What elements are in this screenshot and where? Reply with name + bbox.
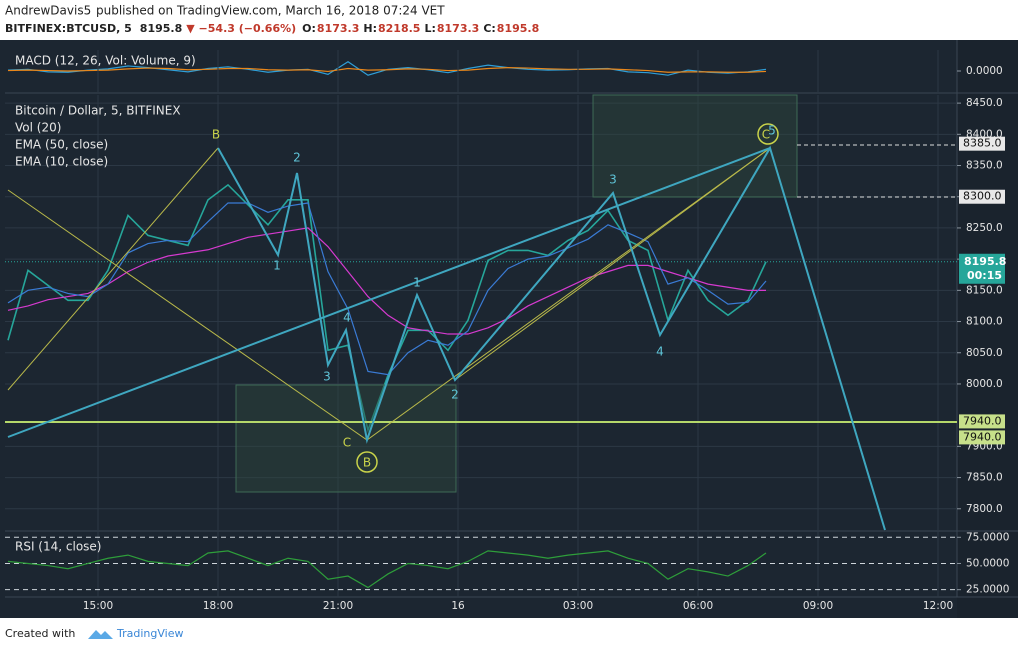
price-label: 8385.0 (963, 137, 1002, 150)
pattern-line (7, 147, 219, 391)
last-price: 8195.8 (964, 255, 1006, 268)
series-line (7, 227, 766, 335)
price-label-box (959, 430, 1005, 445)
price-label: 8300.0 (963, 190, 1002, 203)
wave-label: C (762, 128, 770, 142)
footer-text: Created with (5, 627, 75, 640)
x-tick-label: 16 (451, 600, 465, 612)
y-tick-label: 8150.0 (966, 284, 1003, 296)
price-label-box (959, 189, 1005, 204)
y-tick-label: 8000.0 (966, 378, 1003, 390)
price-label-box (959, 414, 1005, 429)
wave-label: 5 (768, 124, 776, 138)
header-text: H: (363, 22, 377, 35)
y-tick-label: 25.0000 (966, 584, 1009, 596)
x-tick-label: 18:00 (203, 600, 233, 612)
wave-label: 4 (343, 311, 351, 325)
series-line (7, 202, 767, 376)
header-text: 8173.3 (437, 22, 479, 35)
drawings (5, 94, 957, 531)
y-tick-label: 8350.0 (966, 160, 1003, 172)
brand-link[interactable]: TradingView (116, 627, 183, 640)
header-text: C: (483, 22, 495, 35)
price-label: 7940.0 (963, 430, 1002, 443)
indicator-label: Vol (20) (15, 121, 61, 135)
pattern-line (454, 147, 771, 381)
pane-title: RSI (14, close) (15, 540, 101, 554)
price-label: 7940.0 (963, 414, 1002, 427)
header-text: BITFINEX:BTCUSD, 5 (5, 22, 132, 35)
wave-label: 3 (609, 173, 617, 187)
legend-entry: EMA (50, close) (15, 138, 108, 152)
published: published on TradingView.com, March 16, … (96, 4, 445, 18)
countdown: 00:15 (967, 269, 1002, 282)
x-tick-label: 15:00 (83, 600, 113, 612)
zone (235, 384, 457, 493)
header-text: 8218.5 (378, 22, 420, 35)
trend-line (7, 147, 771, 438)
wave-label: B (212, 128, 220, 142)
plot (5, 50, 957, 597)
price-label-box (959, 136, 1005, 151)
pane-title: Bitcoin / Dollar, 5, BITFINEX (15, 104, 181, 118)
circle-marker (757, 123, 779, 145)
wave-label: 1 (413, 276, 421, 290)
zone (592, 94, 798, 198)
header-text: L: (424, 22, 435, 35)
series-line (7, 67, 767, 73)
y-tick-label: 8250.0 (966, 222, 1003, 234)
wave-label: B (363, 456, 371, 470)
series-line (7, 183, 767, 433)
header-text: 8173.3 (317, 22, 359, 35)
wave-label: 2 (451, 388, 459, 402)
header-text: 8195.8 (140, 22, 182, 35)
y-tick-label: 75.0000 (966, 531, 1009, 543)
y-tick-label: 7850.0 (966, 472, 1003, 484)
y-tick-label: 8450.0 (966, 97, 1003, 109)
wave-label: 3 (323, 370, 331, 384)
price-axis-strip (957, 40, 1018, 618)
y-tick-label: 8050.0 (966, 347, 1003, 359)
header-text: ▼ −54.3 (−0.66%) (186, 22, 296, 35)
x-tick-label: 12:00 (923, 600, 953, 612)
y-tick-label: 0.0000 (966, 65, 1003, 77)
legend-entry: EMA (10, close) (15, 155, 108, 169)
x-tick-label: 09:00 (803, 600, 833, 612)
series-line (7, 550, 767, 589)
wave-label: C (343, 436, 351, 450)
x-tick-label: 03:00 (563, 600, 593, 612)
wave-label: 2 (293, 151, 301, 165)
y-tick-label: 50.0000 (966, 557, 1009, 569)
wave-line (217, 145, 886, 531)
last-price-box (959, 253, 1005, 284)
y-tick-label: 8100.0 (966, 316, 1003, 328)
pane-title: MACD (12, 26, Vol: Volume, 9) (15, 54, 196, 68)
x-tick-label: 21:00 (323, 600, 353, 612)
circle-marker (356, 451, 378, 473)
author[interactable]: AndrewDavis5 (5, 4, 91, 18)
logo (88, 630, 113, 639)
wave-label: 4 (656, 345, 664, 359)
chart-background (0, 40, 1018, 618)
header-text: O: (302, 22, 316, 35)
annotations: B 2 1 3 4 C B 1 2 3 4 C 5 (212, 124, 776, 470)
symbol-line: BITFINEX:BTCUSD, 5 8195.8 ▼ −54.3 (−0.66%)… (5, 22, 539, 35)
x-tick-label: 06:00 (683, 600, 713, 612)
y-tick-label: 7800.0 (966, 503, 1003, 515)
header-text: 8195.8 (497, 22, 539, 35)
wave-label: 1 (273, 259, 281, 273)
